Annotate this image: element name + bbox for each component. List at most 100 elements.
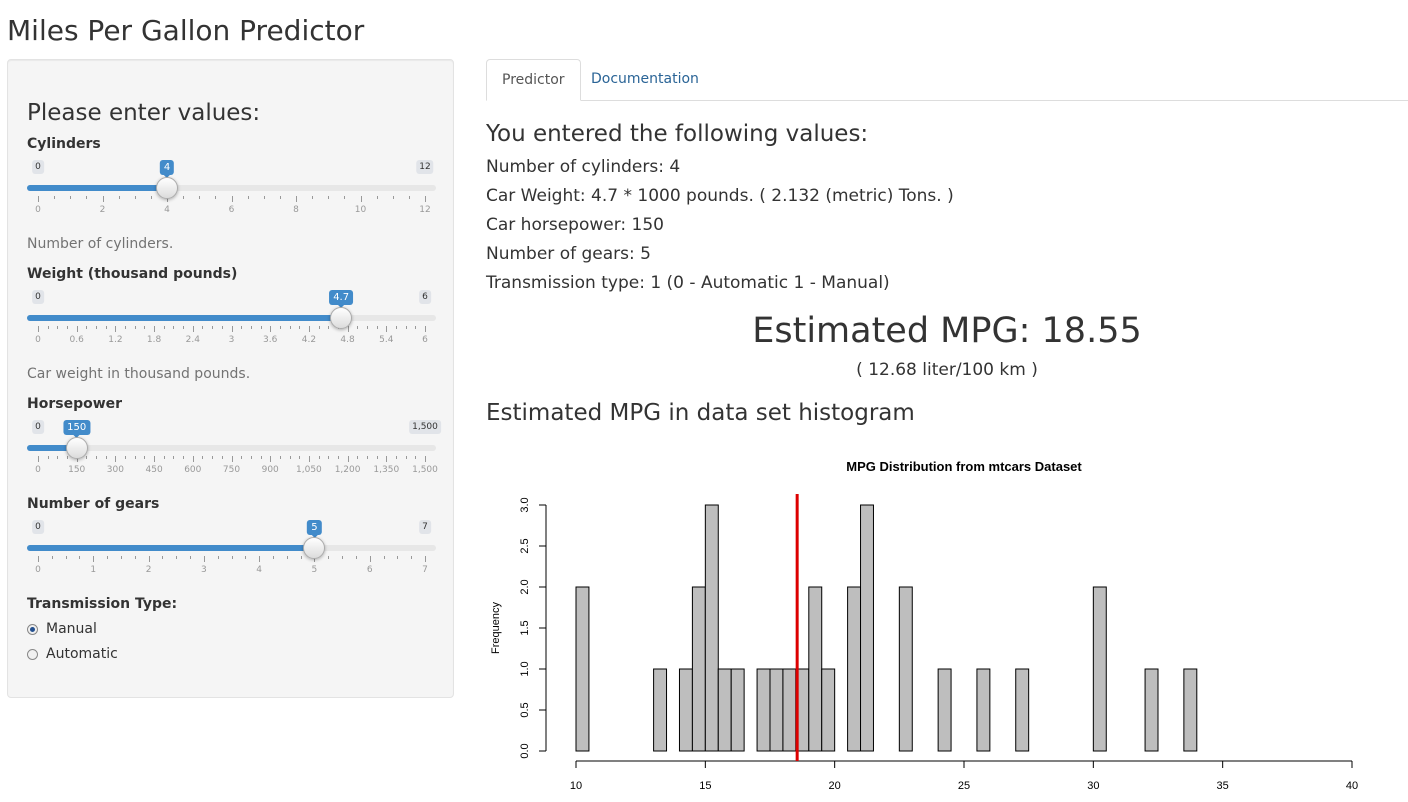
gears-minor-tick	[355, 556, 357, 559]
tab-documentation[interactable]: Documentation	[591, 71, 699, 87]
weight-minor-tick	[144, 326, 146, 329]
horsepower-tick-label: 300	[106, 465, 124, 475]
histogram-bar	[1144, 668, 1159, 752]
cylinders-minor-tick	[408, 196, 410, 199]
weight-minor-tick	[173, 326, 175, 329]
weight-minor-tick	[250, 326, 252, 329]
weight-minor-tick	[405, 326, 407, 329]
weight-tick	[115, 326, 117, 332]
y-tick-label: 1.5	[519, 620, 531, 635]
horsepower-minor-tick	[318, 456, 320, 459]
histogram-bar	[704, 504, 719, 752]
histogram-bar	[1015, 668, 1030, 752]
cylinders-tick-label: 6	[228, 205, 235, 215]
cylinders-handle[interactable]	[156, 177, 178, 199]
histogram-bar	[860, 504, 874, 752]
weight-handle[interactable]	[330, 307, 353, 329]
weight-tick	[231, 326, 233, 332]
horsepower-tick	[115, 456, 117, 462]
horsepower-slider[interactable]: 0 1,500 150 0 150 300 450 600 750 900 1,050 1,200 1,…	[27, 420, 441, 480]
horsepower-minor-tick	[67, 456, 69, 459]
gears-slider[interactable]: 0 7 5 0 1 2 3 4 5 6 7	[27, 520, 436, 580]
horsepower-tick-label: 750	[222, 465, 241, 475]
cylinders-tick	[296, 196, 297, 202]
horsepower-handle[interactable]	[65, 437, 88, 459]
gears-minor-tick	[383, 556, 385, 559]
horsepower-tick-label: 0	[35, 465, 41, 475]
y-tick-label: 0.5	[519, 702, 531, 717]
weight-tick-label: 1.2	[108, 335, 123, 345]
gears-minor-tick	[397, 556, 399, 559]
y-axis-label: Frequency	[490, 602, 502, 654]
weight-tick-label: 0	[35, 335, 41, 345]
cylinders-minor-tick	[118, 196, 120, 199]
gears-value-label: 5	[307, 520, 322, 538]
gears-minor-tick	[217, 556, 219, 559]
horsepower-minor-tick	[221, 456, 223, 459]
weight-minor-tick	[415, 326, 417, 329]
gears-tick	[369, 556, 371, 562]
horsepower-minor-tick	[96, 456, 98, 459]
weight-slider[interactable]: 0 6 4.7 0 0.6 1.2 1.8 2.4 3 3.6 4.2 4.8 5.4 6	[27, 290, 436, 350]
cylinders-minor-tick	[312, 196, 314, 199]
histogram-bar	[653, 668, 668, 752]
gears-minor-tick	[190, 556, 192, 559]
cylinders-minor-tick	[392, 196, 394, 199]
weight-minor-tick	[96, 326, 98, 329]
weight-minor-tick	[366, 326, 368, 329]
horsepower-minor-tick	[183, 456, 185, 459]
cylinders-minor-tick	[328, 196, 330, 199]
histogram-bar	[1183, 668, 1198, 752]
cylinders-tick	[102, 196, 104, 202]
horsepower-minor-tick	[357, 456, 359, 459]
automatic-radio[interactable]	[27, 648, 38, 660]
cylinders-tick-label: 0	[35, 205, 41, 215]
cylinders-minor-tick	[376, 196, 378, 199]
weight-tick-label: 1.8	[146, 335, 162, 345]
cylinders-tick	[167, 196, 168, 202]
cylinders-track[interactable]	[27, 185, 436, 191]
cylinders-tick-label: 12	[419, 205, 431, 215]
x-tick-label: 20	[829, 780, 841, 792]
weight-minor-tick	[241, 326, 243, 329]
cylinders-slider[interactable]: 0 12 4 0 2 4 6 8 10 12	[27, 160, 436, 220]
horsepower-min-label: 0	[32, 420, 44, 434]
weight-minor-tick	[260, 326, 262, 329]
histogram-bar	[575, 586, 590, 752]
horsepower-tick-label: 1,200	[334, 465, 361, 475]
horsepower-minor-tick	[376, 456, 378, 459]
gears-tick	[38, 556, 39, 562]
horsepower-minor-tick	[328, 456, 330, 459]
transmission-option-manual[interactable]: Manual	[27, 621, 97, 637]
cylinders-minor-tick	[344, 196, 346, 199]
weight-minor-tick	[376, 326, 378, 329]
transmission-option-automatic[interactable]: Automatic	[27, 646, 118, 662]
weight-tick	[76, 326, 78, 332]
weight-label: Weight (thousand pounds)	[27, 266, 238, 282]
horsepower-minor-tick	[134, 456, 136, 459]
histogram-bar	[756, 668, 771, 752]
gears-handle[interactable]	[303, 537, 326, 559]
gears-label: Number of gears	[27, 496, 160, 512]
gears-minor-tick	[272, 556, 274, 559]
horsepower-tick	[386, 456, 388, 462]
histogram-bar	[976, 668, 991, 752]
gears-tick	[148, 556, 150, 562]
gears-minor-tick	[65, 556, 67, 559]
gears-minor-tick	[286, 556, 288, 559]
weight-minor-tick	[299, 326, 301, 329]
horsepower-minor-tick	[202, 456, 204, 459]
histogram-heading: Estimated MPG in data set histogram	[486, 400, 915, 426]
histogram-bar	[898, 586, 913, 752]
histogram-bar	[847, 586, 862, 752]
cylinders-minor-tick	[215, 196, 217, 199]
tab-predictor[interactable]: Predictor	[486, 59, 581, 101]
horsepower-track[interactable]	[27, 445, 436, 451]
histogram-bar	[678, 668, 693, 752]
histogram-bar	[717, 668, 732, 752]
horsepower-minor-tick	[173, 456, 175, 459]
weight-minor-tick	[279, 326, 281, 329]
manual-radio[interactable]	[27, 623, 38, 635]
cylinders-tick-label: 2	[99, 205, 106, 215]
weight-tick-label: 6	[422, 335, 428, 345]
